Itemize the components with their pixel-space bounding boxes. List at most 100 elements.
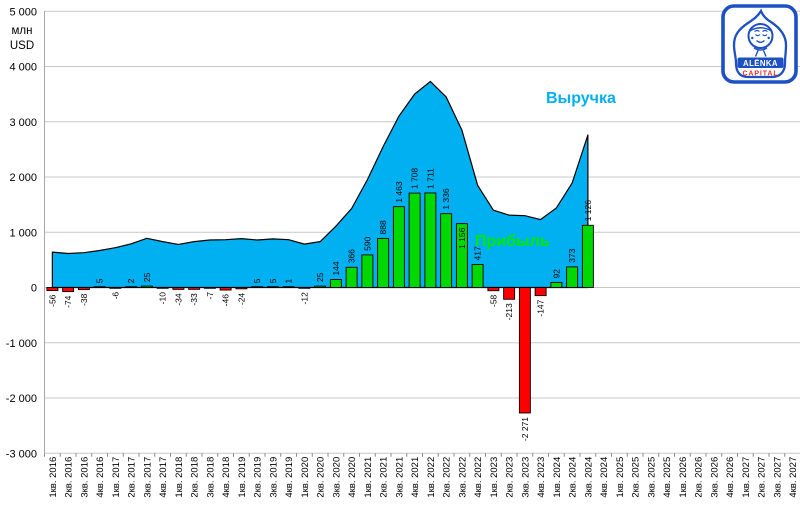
bar-value-label: 25 (142, 272, 152, 282)
x-tick-label: 3кв. 2018 (205, 457, 216, 498)
x-tick-label: 4кв. 2027 (788, 457, 799, 498)
bar-value-label: -74 (63, 295, 73, 308)
x-tick-label: 4кв. 2022 (473, 457, 484, 498)
x-tick-label: 4кв. 2023 (536, 457, 547, 498)
bar-value-label: -58 (488, 294, 498, 307)
x-tick-label: 3кв. 2025 (646, 457, 657, 498)
bar-value-label: 366 (347, 249, 357, 263)
profit-bar (566, 266, 579, 288)
x-tick-label: 1кв. 2024 (552, 457, 563, 498)
y-tick-label: -3 000 (6, 448, 37, 460)
unit-label: млн USD (10, 25, 34, 52)
bar-value-labels: -56 -74 -38 5 -6 2 25 -10 -34 -33 -7 -46 -24 5 5 1 -12 25… (47, 168, 593, 441)
bar-value-label: 5 (268, 278, 278, 283)
x-tick-label: 4кв. 2024 (599, 457, 610, 498)
x-tick-label: 4кв. 2026 (725, 457, 736, 498)
bar-value-label: -46 (221, 294, 231, 307)
bar-value-label: -34 (173, 293, 183, 306)
profit-bars (46, 192, 594, 414)
x-tick-label: 3кв. 2021 (394, 457, 405, 498)
bar-value-label: 1 (284, 278, 294, 283)
profit-bar (109, 287, 122, 289)
x-tick-label: 4кв. 2016 (95, 457, 106, 498)
x-tick-label: 2кв. 2018 (190, 457, 201, 498)
profit-bar (282, 286, 295, 288)
x-tick-label: 3кв. 2017 (142, 457, 153, 498)
x-tick-label: 1кв. 2021 (363, 457, 374, 498)
profit-bar (93, 286, 106, 288)
x-tick-label: 1кв. 2020 (300, 457, 311, 498)
x-tick-label: 2кв. 2016 (64, 457, 75, 498)
profit-bar (77, 287, 90, 291)
x-tick-label: 1кв. 2025 (615, 457, 626, 498)
profit-bar (503, 287, 516, 300)
bar-value-label: 25 (315, 272, 325, 282)
bar-value-label: -2 271 (520, 417, 530, 441)
profit-bar (219, 287, 232, 291)
bar-value-label: 1 711 (425, 168, 435, 189)
profit-bar (172, 287, 185, 290)
bar-value-label: 1 126 (583, 200, 593, 222)
profit-bar (298, 287, 311, 289)
profit-bar (471, 264, 484, 288)
bar-value-label: -24 (236, 293, 246, 306)
revenue-area (51, 80, 589, 289)
x-tick-label: 2кв. 2020 (316, 457, 327, 498)
profit-series-label: Прибыль (475, 233, 550, 250)
y-tick-label: 2 000 (9, 172, 37, 184)
x-tick-label: 4кв. 2025 (662, 457, 673, 498)
profit-bar (361, 254, 374, 288)
bar-value-label: -56 (47, 294, 57, 307)
x-tick-label: 4кв. 2018 (221, 457, 232, 498)
bar-value-label: -147 (536, 299, 546, 316)
bar-value-label: 373 (567, 248, 577, 262)
x-tick-label: 3кв. 2024 (583, 457, 594, 498)
x-tick-label: 1кв. 2019 (237, 457, 248, 498)
profit-bar (534, 287, 547, 297)
x-tick-label: 3кв. 2023 (520, 457, 531, 498)
profit-bar (581, 224, 594, 288)
profit-bar (156, 287, 169, 289)
revenue-series-label: Выручка (546, 90, 616, 107)
x-tick-label: 2кв. 2023 (505, 457, 516, 498)
profit-bar (251, 286, 264, 288)
bar-value-label: -10 (158, 292, 168, 305)
x-axis-labels: 1кв. 2016 2кв. 2016 3кв. 2016 4кв. 2016 1кв.… (48, 457, 799, 498)
profit-bar (266, 286, 279, 288)
x-tick-label: 2кв. 2025 (631, 457, 642, 498)
profit-bar (487, 287, 500, 292)
x-tick-label: 2кв. 2027 (757, 457, 768, 498)
x-tick-label: 3кв. 2026 (709, 457, 720, 498)
x-tick-label: 1кв. 2017 (111, 457, 122, 498)
doll-outline (732, 8, 788, 79)
y-tick-label: 1 000 (9, 227, 37, 239)
profit-bar (62, 287, 75, 293)
x-tick-label: 4кв. 2017 (158, 457, 169, 498)
profit-bar (125, 286, 138, 288)
alenka-capital-logo: ALЁNKA CAPITAL (721, 4, 798, 84)
profit-bar (314, 285, 327, 288)
y-tick-label: 3 000 (9, 117, 37, 129)
x-tick-label: 2кв. 2017 (127, 457, 138, 498)
x-tick-label: 2кв. 2019 (253, 457, 264, 498)
bar-value-label: -38 (79, 293, 89, 306)
profit-bar (140, 285, 153, 288)
bar-value-label: 590 (362, 236, 372, 250)
x-tick-label: 4кв. 2019 (284, 457, 295, 498)
bar-value-label: 2 (126, 278, 136, 283)
svg-text:USD: USD (10, 40, 34, 52)
profit-bar (455, 223, 468, 288)
svg-text:млн: млн (12, 25, 33, 37)
profit-bar (424, 192, 437, 288)
profit-bar (329, 279, 342, 288)
bar-value-label: -213 (504, 303, 514, 320)
logo-alenka-text: ALЁNKA (743, 59, 778, 68)
profit-bar (46, 287, 59, 292)
bar-value-label: 1 463 (394, 181, 404, 203)
x-tick-label: 1кв. 2023 (489, 457, 500, 498)
bar-value-label: 144 (331, 261, 341, 275)
x-tick-label: 1кв. 2016 (48, 457, 59, 498)
